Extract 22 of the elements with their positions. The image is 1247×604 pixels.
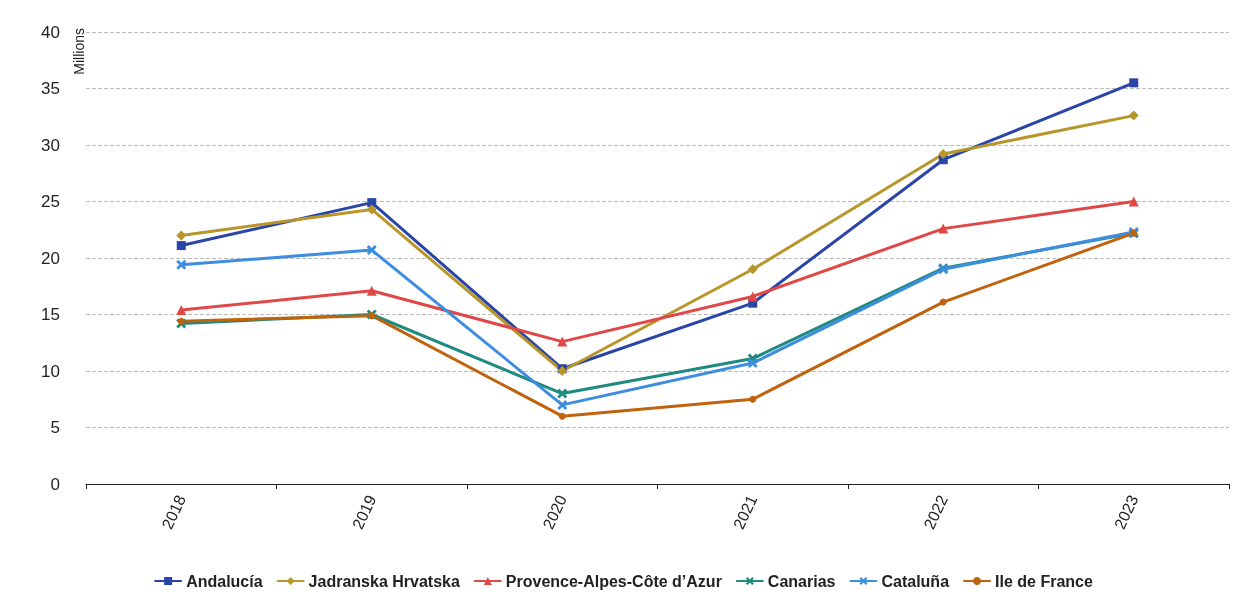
x-tick-label: 2020: [539, 492, 570, 532]
y-tick-label: 0: [50, 474, 60, 494]
y-tick-label: 25: [41, 192, 60, 211]
legend-label: Ile de France: [995, 572, 1093, 590]
y-tick-label: 10: [41, 361, 60, 381]
legend-label: Andalucía: [186, 572, 263, 590]
y-tick-label: 40: [41, 22, 60, 42]
y-tick-label: 15: [41, 305, 60, 324]
x-tick-label: 2023: [1111, 492, 1142, 532]
y-tick-label: 35: [41, 79, 60, 98]
x-tick-label: 2018: [158, 492, 189, 532]
y-axis-title: Millions: [71, 28, 87, 75]
legend-label: Provence-Alpes-Côte d’Azur: [505, 572, 722, 590]
legend-label: Jadranska Hrvatska: [308, 572, 460, 590]
y-tick-label: 30: [41, 135, 60, 155]
x-tick-label: 2019: [349, 492, 380, 532]
y-tick-label: 20: [41, 248, 60, 268]
legend-label: Canarias: [767, 572, 836, 590]
y-tick-label: 5: [50, 418, 60, 437]
x-tick-label: 2022: [920, 492, 951, 532]
legend-label: Cataluña: [881, 572, 950, 590]
x-tick-label: 2021: [730, 492, 761, 532]
